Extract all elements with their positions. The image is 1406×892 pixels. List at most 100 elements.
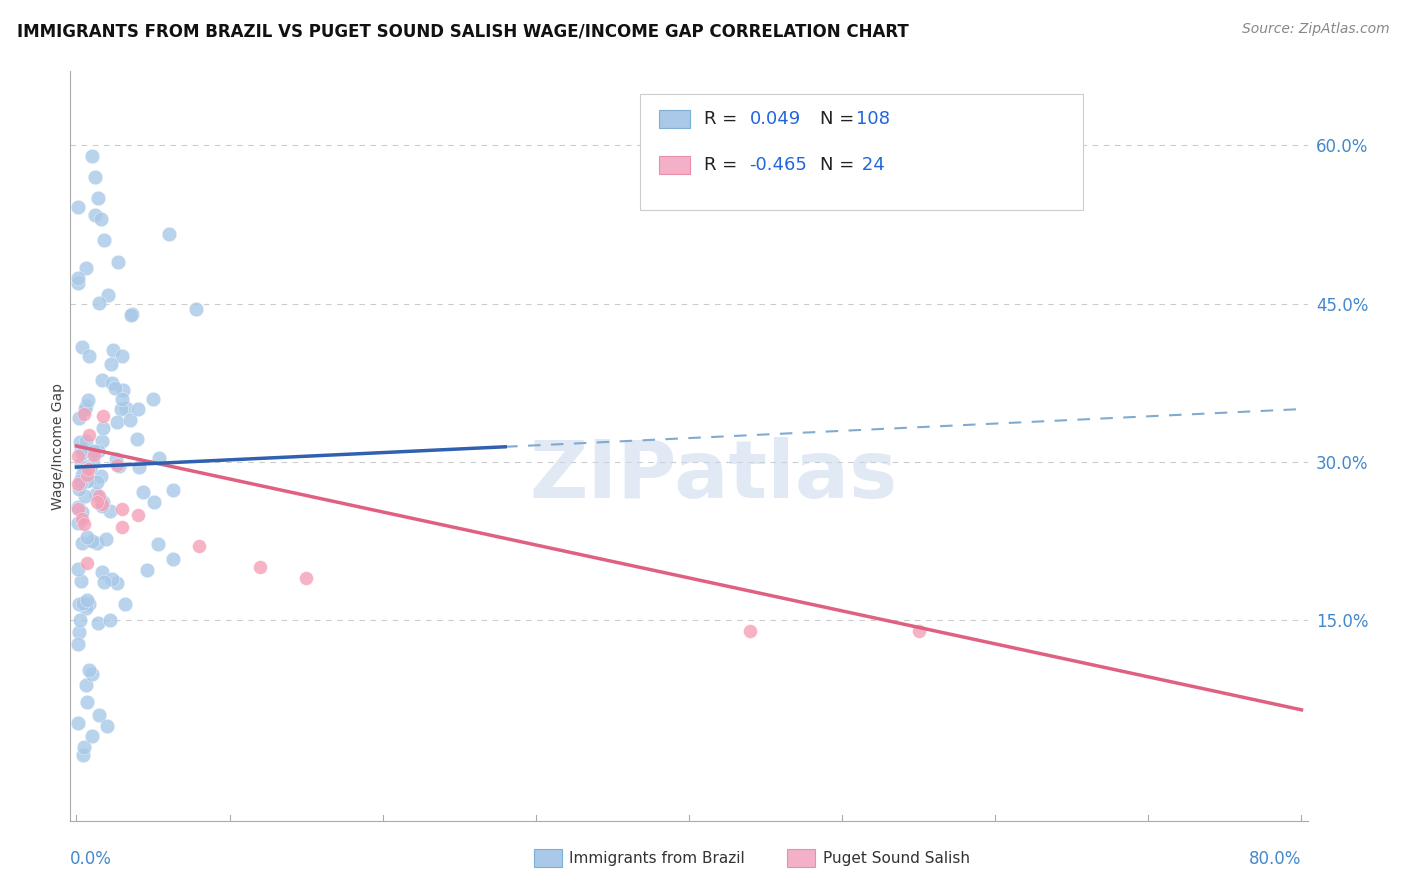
Point (101, 376, 124, 391)
Point (110, 402, 132, 417)
Point (90, 373, 112, 387)
Point (90, 434, 112, 449)
Point (111, 383, 134, 397)
Point (77, 663, 100, 677)
Point (91, 409, 114, 424)
Point (90, 497, 112, 511)
Point (72, 471, 94, 485)
Point (82, 456, 104, 470)
Point (86, 494, 108, 508)
Point (105, 415, 128, 429)
Point (128, 460, 150, 475)
Point (91, 421, 114, 435)
Point (101, 343, 124, 357)
Point (114, 597, 136, 611)
Point (118, 412, 141, 426)
Point (86, 487, 108, 501)
Point (84, 208, 107, 222)
Point (72, 595, 94, 609)
Point (75, 402, 97, 417)
Text: Immigrants from Brazil: Immigrants from Brazil (569, 851, 745, 865)
Point (76, 695, 98, 709)
Point (69, 474, 91, 488)
Point (148, 537, 170, 551)
Point (76, 530, 98, 544)
Point (111, 519, 134, 533)
Point (87, 615, 110, 630)
Point (101, 572, 124, 586)
Point (82, 667, 104, 681)
Y-axis label: Wage/Income Gap: Wage/Income Gap (51, 383, 65, 509)
Point (121, 307, 143, 321)
Point (184, 301, 207, 316)
Point (69, 613, 91, 627)
Point (90, 565, 112, 579)
Point (86, 475, 108, 489)
Point (111, 501, 134, 516)
Point (135, 563, 157, 577)
Text: 0.049: 0.049 (749, 110, 800, 128)
Point (75, 678, 97, 692)
Point (76, 475, 98, 489)
Point (75, 399, 97, 413)
Point (66, 276, 89, 290)
Point (80, 533, 103, 548)
Point (66, 715, 89, 730)
Point (70, 574, 93, 589)
Point (148, 450, 170, 465)
Point (104, 452, 127, 467)
Point (79, 460, 101, 475)
Point (66, 200, 89, 214)
Point (69, 476, 91, 491)
Point (80, 149, 103, 163)
Point (162, 552, 184, 566)
Point (96, 719, 118, 733)
Point (66, 449, 89, 463)
Text: R =: R = (704, 156, 744, 174)
Point (114, 401, 136, 416)
Text: 80.0%: 80.0% (1249, 850, 1302, 868)
Point (90, 468, 112, 483)
Point (66, 638, 89, 652)
Point (73, 489, 96, 503)
Point (105, 458, 128, 472)
Point (67, 271, 90, 285)
Point (67, 482, 90, 496)
Point (907, 624, 929, 638)
Point (131, 484, 153, 499)
Point (80, 729, 103, 743)
Point (97, 288, 120, 302)
Point (70, 446, 93, 460)
Point (66, 502, 89, 516)
Point (96, 533, 118, 547)
Point (142, 495, 165, 509)
Point (67, 500, 90, 514)
Point (76, 468, 98, 483)
Point (66, 477, 89, 491)
Point (89, 708, 111, 723)
Text: Puget Sound Salish: Puget Sound Salish (823, 851, 970, 865)
Point (83, 448, 105, 462)
Point (79, 597, 101, 611)
Point (70, 512, 93, 526)
Text: 24: 24 (856, 156, 884, 174)
Point (105, 575, 128, 590)
Point (75, 434, 97, 449)
Point (83, 169, 105, 184)
Text: IMMIGRANTS FROM BRAZIL VS PUGET SOUND SALISH WAGE/INCOME GAP CORRELATION CHART: IMMIGRANTS FROM BRAZIL VS PUGET SOUND SA… (17, 22, 908, 40)
Text: 108: 108 (856, 110, 890, 128)
Point (76, 462, 98, 476)
Point (76, 393, 98, 408)
Point (77, 428, 100, 442)
Point (249, 560, 271, 574)
Point (87, 489, 110, 503)
Point (70, 535, 93, 549)
Point (73, 517, 96, 532)
Text: Source: ZipAtlas.com: Source: ZipAtlas.com (1241, 22, 1389, 37)
Point (93, 574, 115, 589)
Point (98, 504, 121, 518)
Point (157, 227, 180, 242)
Point (93, 233, 115, 247)
Point (740, 624, 762, 638)
Text: N =: N = (820, 156, 859, 174)
